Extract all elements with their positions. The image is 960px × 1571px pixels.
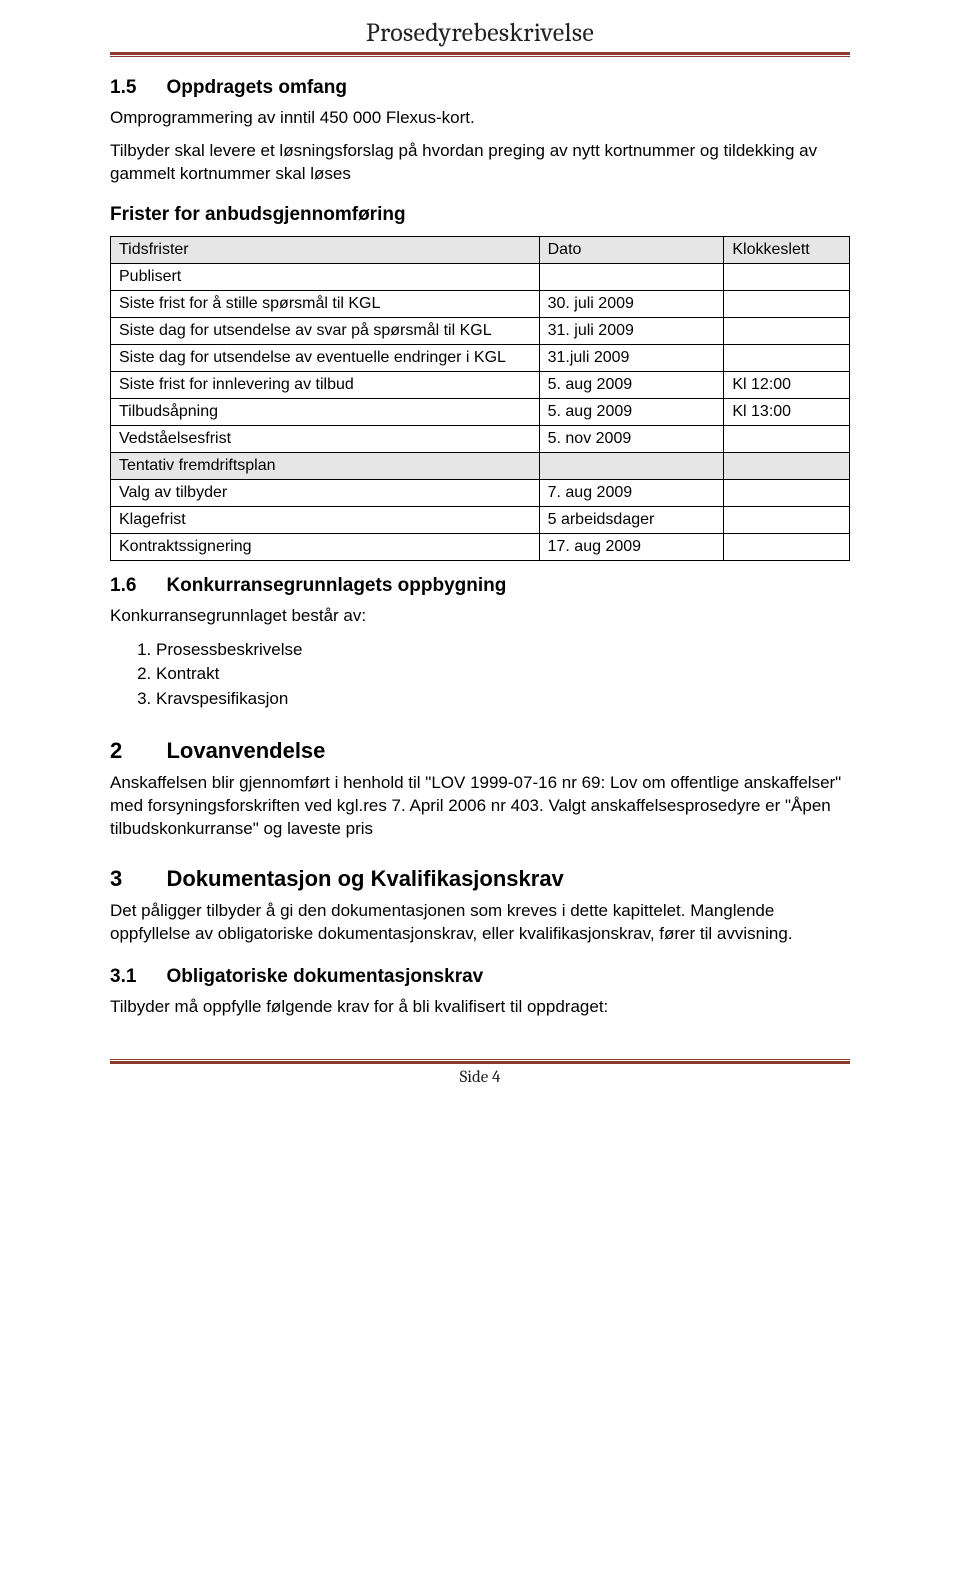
paragraph-lovanvendelse: Anskaffelsen blir gjennomført i henhold … (110, 772, 850, 841)
th-tidsfrister: Tidsfrister (111, 236, 540, 263)
cell: Publisert (111, 263, 540, 290)
list-item: Kravspesifikasjon (156, 687, 850, 712)
cell: Siste dag for utsendelse av svar på spør… (111, 317, 540, 344)
table-row: Tilbudsåpning 5. aug 2009 Kl 13:00 (111, 398, 850, 425)
table-row: Publisert (111, 263, 850, 290)
frister-table: Tidsfrister Dato Klokkeslett Publisert S… (110, 236, 850, 561)
section-1-5-heading: 1.5 Oppdragets omfang (110, 77, 850, 99)
page-container: Prosedyrebeskrivelse 1.5 Oppdragets omfa… (0, 0, 960, 1117)
list-item: Prosessbeskrivelse (156, 638, 850, 663)
cell (724, 506, 850, 533)
cell: 5. aug 2009 (539, 398, 724, 425)
table-row-tentativ: Tentativ fremdriftsplan (111, 452, 850, 479)
section-1-6-heading: 1.6 Konkurransegrunnlagets oppbygning (110, 575, 850, 597)
table-row: Siste dag for utsendelse av svar på spør… (111, 317, 850, 344)
cell (724, 479, 850, 506)
cell: Tentativ fremdriftsplan (111, 452, 540, 479)
kg-list: Prosessbeskrivelse Kontrakt Kravspesifik… (110, 638, 850, 712)
table-row: Valg av tilbyder 7. aug 2009 (111, 479, 850, 506)
cell: Siste dag for utsendelse av eventuelle e… (111, 344, 540, 371)
section-number: 1.5 (110, 77, 162, 99)
cell: Siste frist for å stille spørsmål til KG… (111, 290, 540, 317)
paragraph-tilbyder-losning: Tilbyder skal levere et løsningsforslag … (110, 140, 850, 186)
section-3-heading: 3 Dokumentasjon og Kvalifikasjonskrav (110, 866, 850, 892)
section-number: 3.1 (110, 966, 162, 988)
paragraph-obligatorisk: Tilbyder må oppfylle følgende krav for å… (110, 996, 850, 1019)
th-dato: Dato (539, 236, 724, 263)
cell (724, 425, 850, 452)
list-item: Kontrakt (156, 662, 850, 687)
cell (724, 344, 850, 371)
cell: Kontraktssignering (111, 533, 540, 560)
cell: Tilbudsåpning (111, 398, 540, 425)
footer-rule (110, 1059, 850, 1064)
table-row: Siste frist for å stille spørsmål til KG… (111, 290, 850, 317)
cell: Klagefrist (111, 506, 540, 533)
cell: 17. aug 2009 (539, 533, 724, 560)
cell: 31.juli 2009 (539, 344, 724, 371)
table-row: Siste dag for utsendelse av eventuelle e… (111, 344, 850, 371)
section-number: 3 (110, 866, 162, 892)
cell (724, 290, 850, 317)
cell: Kl 12:00 (724, 371, 850, 398)
section-number: 1.6 (110, 575, 162, 597)
cell: 5 arbeidsdager (539, 506, 724, 533)
header-rule (110, 52, 850, 57)
cell: 5. aug 2009 (539, 371, 724, 398)
cell: Kl 13:00 (724, 398, 850, 425)
table-row: Vedståelsesfrist 5. nov 2009 (111, 425, 850, 452)
cell (539, 452, 724, 479)
table-header-row: Tidsfrister Dato Klokkeslett (111, 236, 850, 263)
th-klokkeslett: Klokkeslett (724, 236, 850, 263)
cell: Siste frist for innlevering av tilbud (111, 371, 540, 398)
section-title: Oppdragets omfang (166, 77, 347, 98)
cell: 30. juli 2009 (539, 290, 724, 317)
section-number: 2 (110, 738, 162, 764)
cell: 31. juli 2009 (539, 317, 724, 344)
cell (724, 452, 850, 479)
section-title: Lovanvendelse (166, 738, 325, 763)
cell: 7. aug 2009 (539, 479, 724, 506)
paragraph-kg-bestar: Konkurransegrunnlaget består av: (110, 605, 850, 628)
cell (539, 263, 724, 290)
section-3-1-heading: 3.1 Obligatoriske dokumentasjonskrav (110, 966, 850, 988)
section-title: Dokumentasjon og Kvalifikasjonskrav (166, 866, 563, 891)
paragraph-omprogrammering: Omprogrammering av inntil 450 000 Flexus… (110, 107, 850, 130)
table-row: Siste frist for innlevering av tilbud 5.… (111, 371, 850, 398)
cell: Vedståelsesfrist (111, 425, 540, 452)
cell: 5. nov 2009 (539, 425, 724, 452)
frister-heading: Frister for anbudsgjennomføring (110, 204, 850, 226)
table-row: Klagefrist 5 arbeidsdager (111, 506, 850, 533)
cell (724, 317, 850, 344)
page-header-title: Prosedyrebeskrivelse (110, 18, 850, 50)
section-title: Obligatoriske dokumentasjonskrav (166, 966, 483, 987)
paragraph-dokumentasjon: Det påligger tilbyder å gi den dokumenta… (110, 900, 850, 946)
table-row: Kontraktssignering 17. aug 2009 (111, 533, 850, 560)
cell (724, 533, 850, 560)
section-2-heading: 2 Lovanvendelse (110, 738, 850, 764)
cell (724, 263, 850, 290)
section-title: Konkurransegrunnlagets oppbygning (166, 575, 506, 596)
cell: Valg av tilbyder (111, 479, 540, 506)
page-footer-text: Side 4 (110, 1068, 850, 1087)
